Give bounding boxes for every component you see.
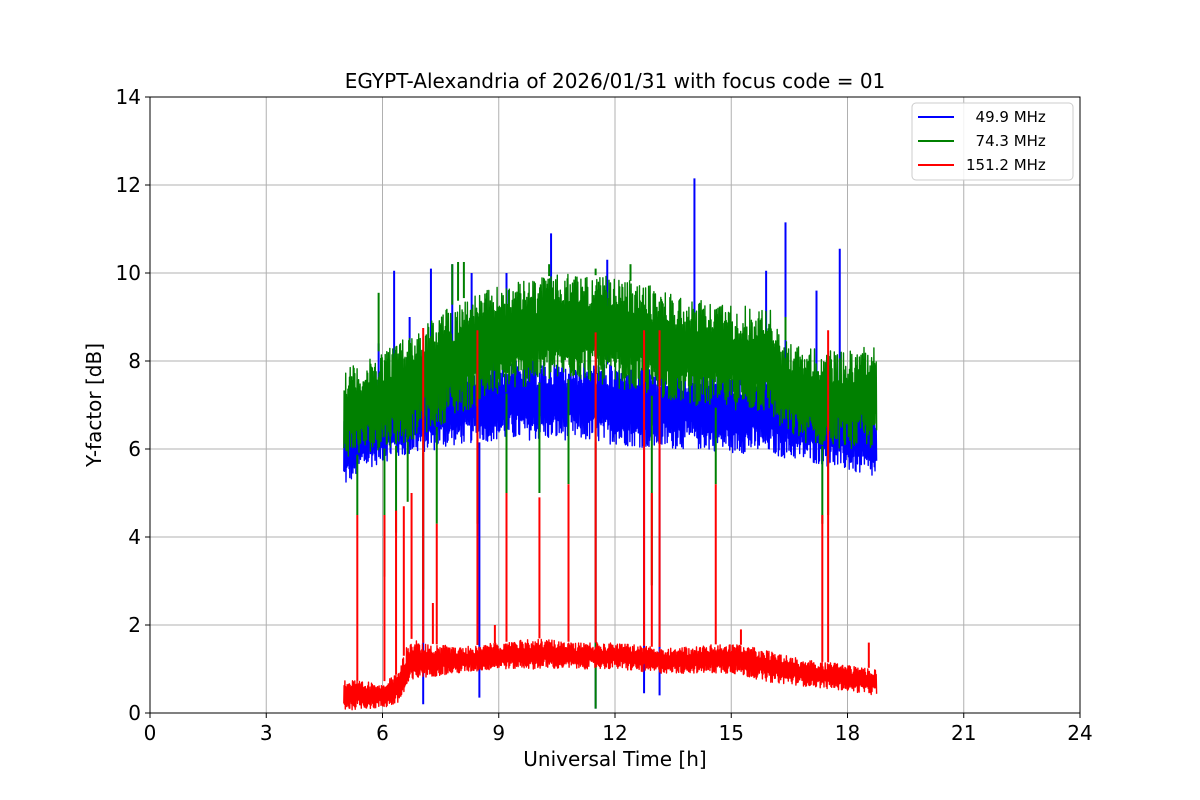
y-tick-label: 12 (116, 173, 141, 197)
series-line (343, 638, 878, 711)
series-3 (343, 328, 878, 711)
legend-label: 49.9 MHz (966, 108, 1046, 126)
x-tick-label: 12 (602, 721, 627, 745)
legend-label: 151.2 MHz (966, 156, 1046, 174)
y-tick-label: 0 (128, 701, 141, 725)
y-tick-label: 2 (128, 613, 141, 637)
y-tick-label: 8 (128, 349, 141, 373)
y-tick-label: 4 (128, 525, 141, 549)
chart-title: EGYPT-Alexandria of 2026/01/31 with focu… (345, 69, 886, 93)
x-tick-label: 21 (951, 721, 976, 745)
x-tick-label: 18 (835, 721, 860, 745)
x-tick-label: 6 (376, 721, 389, 745)
x-tick-label: 0 (144, 721, 157, 745)
legend-label: 74.3 MHz (966, 132, 1046, 150)
legend: 49.9 MHz 74.3 MHz 151.2 MHz (911, 102, 1074, 181)
y-tick-label: 14 (116, 85, 141, 109)
plot-series (343, 178, 878, 711)
series-line (343, 273, 878, 457)
x-axis-label: Universal Time [h] (523, 747, 706, 771)
x-tick-label: 9 (492, 721, 505, 745)
x-tick-label: 24 (1067, 721, 1092, 745)
legend-box (911, 102, 1074, 181)
y-tick-label: 6 (128, 437, 141, 461)
x-tick-label: 15 (719, 721, 744, 745)
y-axis-label: Y-factor [dB] (82, 343, 106, 468)
y-tick-label: 10 (116, 261, 141, 285)
x-tick-label: 3 (260, 721, 273, 745)
